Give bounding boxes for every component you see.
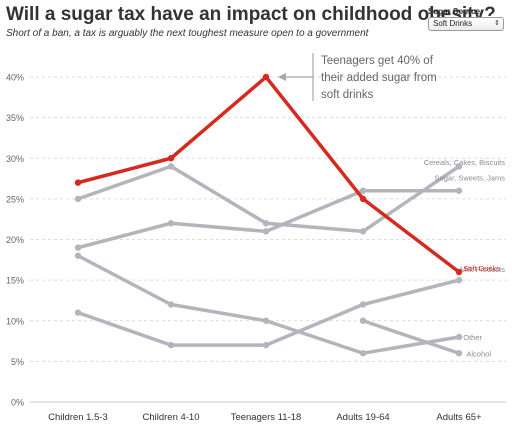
data-point-sugar-sweets-jams [262, 220, 270, 227]
page-title: Will a sugar tax have an impact on child… [6, 4, 496, 25]
sugar-source-selected-value: Soft Drinks [433, 19, 473, 28]
data-point-other [455, 333, 463, 341]
series-soft-drinks [74, 73, 463, 276]
data-point-soft-drinks [74, 179, 82, 186]
data-point-soft-drinks [455, 268, 463, 276]
data-point-other [262, 317, 270, 324]
series-cereals-cakes-biscuits [74, 187, 463, 251]
series-line-alcohol [361, 319, 461, 355]
data-point-soft-drinks [262, 73, 270, 81]
series-label-other: Other [463, 333, 482, 342]
x-tick-label: Teenagers 11-18 [231, 412, 302, 423]
y-tick-label: 30% [6, 154, 24, 164]
data-point-other [167, 301, 175, 308]
data-point-other [74, 252, 82, 259]
sugar-source-filter-label: Sugar Source [428, 7, 481, 16]
annotation-text-line: their added sugar from [321, 72, 437, 84]
series-line-soft-drinks [76, 75, 461, 274]
annotation-text-line: Teenagers get 40% of [321, 55, 434, 67]
data-point-cereals-cakes-biscuits [167, 220, 175, 227]
data-point-sugar-sweets-jams [455, 163, 463, 170]
y-tick-label: 40% [6, 73, 24, 83]
series-line-other [76, 254, 461, 355]
x-tick-label: Adults 19-64 [336, 412, 389, 423]
data-point-milk-products [262, 341, 270, 349]
data-point-milk-products [74, 309, 82, 316]
data-point-sugar-sweets-jams [359, 228, 367, 235]
x-tick-label: Children 1.5-3 [48, 412, 108, 423]
y-tick-label: 15% [6, 276, 24, 286]
y-tick-label: 10% [6, 316, 24, 326]
series-label-soft-drinks: Soft Drinks [463, 264, 500, 273]
series-milk-products [74, 276, 463, 349]
data-point-alcohol [359, 317, 367, 324]
y-tick-label: 35% [6, 113, 24, 123]
data-point-milk-products [359, 301, 367, 308]
data-point-sugar-sweets-jams [167, 163, 175, 170]
y-tick-label: 0% [11, 398, 24, 408]
data-point-soft-drinks [167, 155, 175, 162]
series-sugar-sweets-jams [74, 163, 463, 235]
series-label-sugar-sweets-jams: Sugar, Sweets, Jams [435, 173, 506, 182]
data-point-cereals-cakes-biscuits [262, 228, 270, 235]
series-alcohol [359, 317, 463, 357]
data-point-cereals-cakes-biscuits [74, 244, 82, 251]
y-tick-label: 25% [6, 194, 24, 204]
series-other [74, 252, 463, 357]
chevron-up-down-icon: ⇕ [494, 20, 500, 27]
y-tick-label: 20% [6, 235, 24, 245]
series-label-cereals-cakes-biscuits: Cereals, Cakes, Biscuits [424, 158, 506, 167]
series-line-cereals-cakes-biscuits [76, 189, 461, 250]
data-point-soft-drinks [359, 195, 367, 203]
series-label-alcohol: Alcohol [466, 349, 491, 358]
y-tick-label: 5% [11, 357, 24, 367]
arrow-left-icon [278, 73, 286, 81]
data-point-milk-products [167, 341, 175, 349]
page-subtitle: Short of a ban, a tax is arguably the ne… [6, 28, 369, 39]
data-point-cereals-cakes-biscuits [455, 187, 463, 194]
x-tick-label: Children 4-10 [142, 412, 199, 423]
x-tick-label: Adults 65+ [436, 412, 482, 423]
data-point-milk-products [455, 276, 463, 284]
data-point-alcohol [455, 350, 463, 357]
sugar-source-dropdown[interactable]: Soft Drinks ⇕ [428, 17, 504, 31]
data-point-cereals-cakes-biscuits [359, 187, 367, 194]
annotation-text-line: soft drinks [321, 89, 374, 101]
data-point-other [359, 350, 367, 357]
data-point-sugar-sweets-jams [74, 195, 82, 203]
series-label-milk-products: Milk Products [460, 265, 505, 274]
